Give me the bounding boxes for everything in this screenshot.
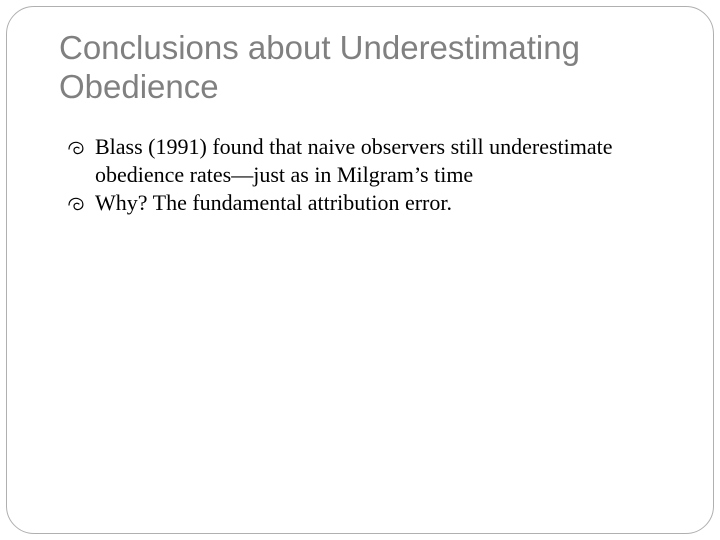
bullet-list: Blass (1991) found that naive observers … (49, 133, 671, 217)
swirl-bullet-icon (67, 137, 89, 157)
swirl-bullet-icon (67, 193, 89, 213)
slide-frame: Conclusions about Underestimating Obedie… (6, 6, 714, 534)
list-item: Blass (1991) found that naive observers … (67, 133, 671, 189)
bullet-text: Blass (1991) found that naive observers … (95, 134, 613, 187)
list-item: Why? The fundamental attribution error. (67, 189, 671, 217)
bullet-text: Why? The fundamental attribution error. (95, 190, 452, 215)
slide-title: Conclusions about Underestimating Obedie… (49, 29, 671, 107)
